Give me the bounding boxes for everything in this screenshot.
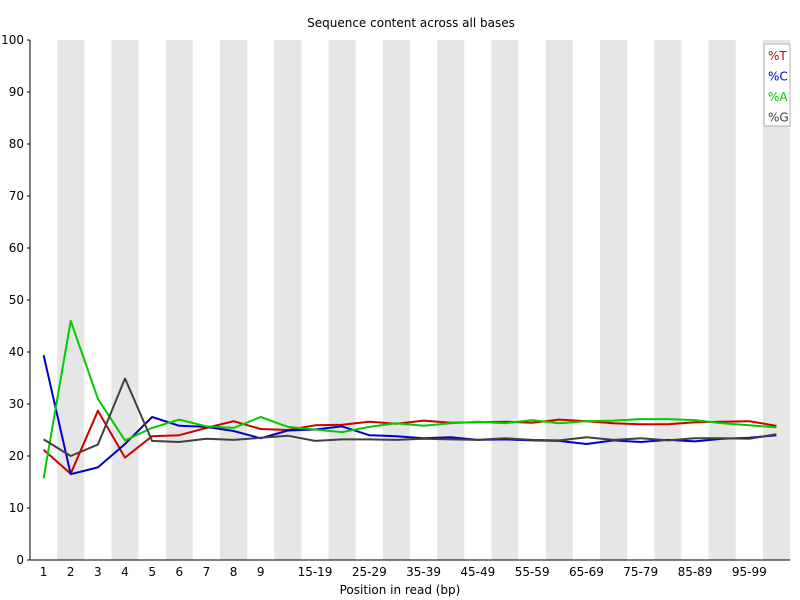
- y-tick-label-60: 60: [9, 241, 24, 255]
- x-tick-label-16: 45-49: [460, 565, 495, 579]
- band-13: [382, 40, 410, 560]
- x-tick-label-7: 8: [230, 565, 238, 579]
- legend-item-t: %T: [768, 49, 787, 63]
- band-15: [437, 40, 465, 560]
- x-tick-label-8: 9: [257, 565, 265, 579]
- x-tick-label-20: 65-69: [569, 565, 604, 579]
- legend: %T %C %A %G: [763, 43, 791, 127]
- band-9: [274, 40, 302, 560]
- band-27: [762, 40, 790, 560]
- x-axis: 1 2 3 4 5 6 7 8 9 15-19 25-29 35-39 45-49 55-59 65-69 7…: [30, 559, 790, 579]
- x-tick-label-24: 85-89: [678, 565, 713, 579]
- band-25: [708, 40, 736, 560]
- series-line-t: [42, 409, 777, 475]
- legend-item-g: %G: [768, 111, 789, 125]
- series-line-c: [42, 354, 777, 476]
- x-tick-label-14: 35-39: [406, 565, 441, 579]
- y-tick-label-0: 0: [16, 553, 24, 567]
- x-tick-label-1: 2: [67, 565, 75, 579]
- series-lines: [42, 319, 777, 479]
- y-tick-label-80: 80: [9, 137, 24, 151]
- x-tick-label-26: 95-99: [732, 565, 767, 579]
- legend-box: [763, 43, 791, 127]
- band-21: [600, 40, 628, 560]
- x-tick-label-12: 25-29: [352, 565, 387, 579]
- x-tick-label-2: 3: [94, 565, 102, 579]
- y-tick-label-30: 30: [9, 397, 24, 411]
- x-tick-label-22: 75-79: [623, 565, 658, 579]
- band-19: [545, 40, 573, 560]
- legend-item-a: %A: [768, 90, 788, 104]
- x-tick-label-10: 15-19: [298, 565, 333, 579]
- band-5: [165, 40, 193, 560]
- y-tick-label-40: 40: [9, 345, 24, 359]
- y-tick-label-90: 90: [9, 85, 24, 99]
- series-line-g: [43, 377, 777, 457]
- legend-item-c: %C: [768, 70, 788, 84]
- y-tick-label-20: 20: [9, 449, 24, 463]
- x-tick-label-3: 4: [121, 565, 129, 579]
- y-tick-label-70: 70: [9, 189, 24, 203]
- y-tick-label-100: 100: [1, 33, 24, 47]
- x-tick-label-4: 5: [148, 565, 156, 579]
- band-11: [328, 40, 356, 560]
- x-axis-title: Position in read (bp): [340, 583, 461, 597]
- x-tick-label-5: 6: [175, 565, 183, 579]
- y-axis: 0 10 20 30 40 50 60 70 80 90 100: [1, 33, 31, 567]
- x-tick-label-18: 55-59: [515, 565, 550, 579]
- background-bands: [57, 40, 790, 560]
- band-17: [491, 40, 519, 560]
- x-tick-label-0: 1: [40, 565, 48, 579]
- chart-title: Sequence content across all bases: [307, 16, 515, 30]
- x-tick-label-6: 7: [203, 565, 211, 579]
- y-tick-label-10: 10: [9, 501, 24, 515]
- band-1: [57, 40, 85, 560]
- band-7: [220, 40, 248, 560]
- series-line-a: [42, 319, 777, 479]
- y-tick-label-50: 50: [9, 293, 24, 307]
- band-23: [654, 40, 682, 560]
- band-3: [111, 40, 139, 560]
